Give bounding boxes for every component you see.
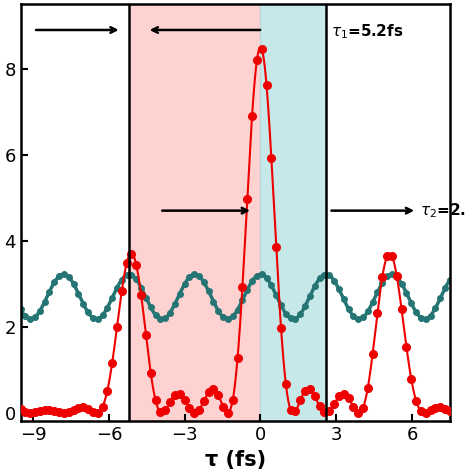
Text: $\tau_2$=2.: $\tau_2$=2.: [419, 201, 465, 220]
Bar: [129, 4, 260, 421]
X-axis label: τ (fs): τ (fs): [205, 450, 266, 470]
Text: $\tau_1$=5.2fs: $\tau_1$=5.2fs: [331, 23, 404, 42]
Bar: [260, 4, 326, 421]
